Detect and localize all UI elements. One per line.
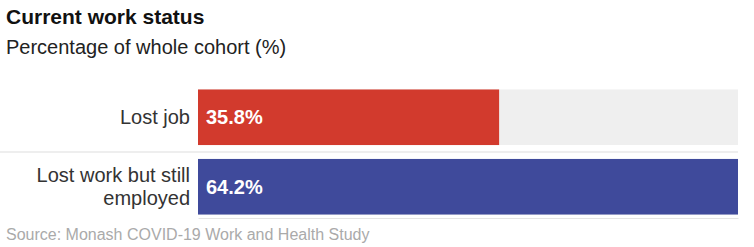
y-axis-labels: Lost job Lost work but stillemployed: [37, 106, 190, 209]
subtitle: Percentage of whole cohort (%): [6, 36, 286, 58]
chart: Current work status Percentage of whole c…: [0, 0, 754, 247]
separators: [0, 152, 738, 153]
data-label: 35.8%: [206, 106, 263, 128]
bar: [198, 159, 738, 215]
bar-track: [198, 159, 738, 215]
axis-line: [199, 218, 739, 219]
tick-label: Lost job: [120, 106, 190, 128]
bar-track: [198, 89, 738, 145]
x-axis: [199, 218, 739, 219]
source: Source: Monash COVID-19 Work and Health …: [6, 226, 369, 243]
data-labels: 35.8% 64.2%: [206, 106, 263, 197]
row-separator: [0, 152, 738, 153]
title: Current work status: [6, 5, 204, 28]
bar: [198, 89, 499, 145]
tick-label: Lost work but stillemployed: [37, 164, 190, 209]
data-label: 64.2%: [206, 176, 263, 198]
bars: [198, 89, 738, 214]
